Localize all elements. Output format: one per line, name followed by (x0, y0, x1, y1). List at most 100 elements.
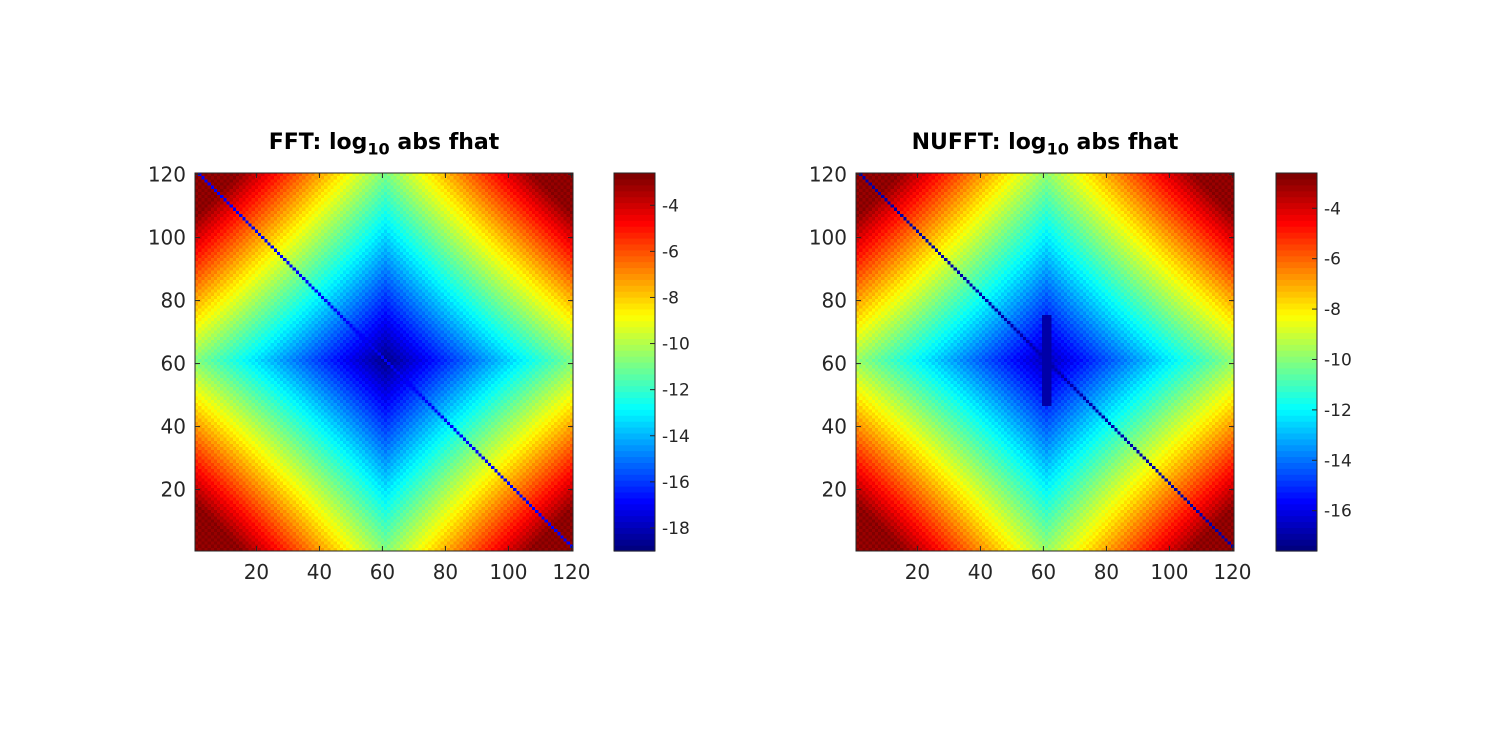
left-colorbar-segment (614, 391, 655, 399)
right-colorbar-segment (1276, 503, 1317, 511)
right-colorbar-segment (1276, 232, 1317, 239)
right-heatmap-image (856, 173, 1234, 551)
right-colorbar-segment (1276, 285, 1317, 292)
left-colorbar-segment (614, 468, 655, 475)
left-colorbar-segment (614, 237, 655, 245)
right-colorbar-segment (1276, 291, 1317, 298)
right-colorbar-segment (1276, 415, 1317, 422)
left-colorbar-segment (614, 539, 655, 546)
right-colorbar-tick-label: -12 (1324, 401, 1352, 421)
right-title-subscript: 10 (1046, 139, 1069, 159)
left-colorbar-segment (614, 338, 655, 345)
right-colorbar-segment (1276, 261, 1317, 269)
left-y-tick-label: 120 (148, 163, 186, 187)
right-colorbar-segment (1276, 391, 1317, 399)
left-colorbar-segment (614, 173, 655, 180)
left-colorbar-tick-label: -8 (662, 288, 679, 308)
right-colorbar-segment (1276, 444, 1317, 452)
left-y-tick-label: 20 (161, 478, 186, 502)
right-x-tick-label: 40 (968, 560, 993, 584)
left-colorbar-segment (614, 350, 655, 357)
left-colorbar-segment (614, 421, 655, 428)
left-colorbar-segment (614, 356, 655, 363)
right-colorbar-tick-label: -10 (1324, 350, 1352, 370)
left-x-tick-label: 100 (489, 560, 527, 584)
left-colorbar-segment (614, 450, 655, 458)
left-colorbar-segment (614, 521, 655, 528)
right-y-tick-label: 20 (822, 478, 847, 502)
right-colorbar-tick-label: -16 (1324, 502, 1352, 522)
left-colorbar-segment (614, 214, 655, 221)
left-colorbar-segment (614, 367, 655, 375)
left-colorbar-segment (614, 226, 655, 233)
left-colorbar-segment (614, 232, 655, 239)
left-colorbar-segment (614, 545, 655, 552)
right-colorbar-segment (1276, 527, 1317, 534)
right-colorbar-segment (1276, 362, 1317, 369)
left-colorbar-segment (614, 397, 655, 404)
right-axes-box (855, 172, 1235, 552)
left-colorbar-segment (614, 426, 655, 434)
right-x-tick-label: 80 (1094, 560, 1119, 584)
right-colorbar-segment (1276, 497, 1317, 505)
left-colorbar-segment (614, 261, 655, 269)
left-colorbar-tick-label: -18 (662, 519, 690, 539)
right-colorbar-segment (1276, 202, 1317, 210)
left-colorbar-segment (614, 438, 655, 446)
left-colorbar-tick-label: -12 (662, 381, 690, 401)
right-colorbar-segment (1276, 521, 1317, 528)
right-colorbar-segment (1276, 338, 1317, 345)
left-colorbar-segment (614, 220, 655, 227)
right-colorbar-segment (1276, 491, 1317, 499)
right-colorbar-segment (1276, 184, 1317, 192)
left-colorbar-segment (614, 480, 655, 487)
left-y-tick-label: 100 (148, 226, 186, 250)
left-colorbar-segment (614, 302, 655, 310)
right-y-tick-label: 100 (809, 226, 847, 250)
right-colorbar-segment (1276, 379, 1317, 387)
left-colorbar-segment (614, 279, 655, 286)
right-colorbar-segment (1276, 474, 1317, 481)
right-y-tick-label: 60 (822, 352, 847, 376)
left-colorbar-segment (614, 409, 655, 416)
left-colorbar-segment (614, 308, 655, 316)
left-colorbar-segment (614, 474, 655, 481)
left-colorbar-segment (614, 273, 655, 280)
right-colorbar-segment (1276, 344, 1317, 351)
left-panel-title: FFT: log10 abs fhat (195, 130, 573, 158)
left-colorbar-segment (614, 178, 655, 186)
left-colorbar-tick-label: -16 (662, 473, 690, 493)
right-colorbar-segment (1276, 255, 1317, 263)
left-title-prefix: FFT: log (268, 130, 368, 155)
right-colorbar-segment (1276, 468, 1317, 475)
right-colorbar-segment (1276, 243, 1317, 251)
left-y-tick-label: 40 (161, 415, 186, 439)
right-colorbar-segment (1276, 279, 1317, 286)
right-colorbar-segment (1276, 456, 1317, 464)
left-colorbar-segment (614, 379, 655, 387)
right-panel-title: NUFFT: log10 abs fhat (856, 130, 1234, 158)
left-x-tick-label: 20 (244, 560, 269, 584)
right-colorbar-segment (1276, 214, 1317, 221)
left-colorbar-segment (614, 208, 655, 215)
right-colorbar-segment (1276, 432, 1317, 440)
left-colorbar-segment (614, 249, 655, 257)
left-colorbar-segment (614, 255, 655, 263)
left-colorbar-tick-label: -4 (662, 196, 679, 216)
left-colorbar-segment (614, 503, 655, 511)
left-colorbar-tick-label: -10 (662, 335, 690, 355)
right-colorbar-segment (1276, 190, 1317, 198)
right-x-tick-label: 120 (1213, 560, 1251, 584)
right-colorbar-tick-label: -14 (1324, 451, 1352, 471)
right-colorbar-tick-label: -4 (1324, 199, 1341, 219)
right-colorbar-segment (1276, 273, 1317, 280)
right-colorbar-segment (1276, 320, 1317, 328)
left-colorbar-tick-label: -14 (662, 427, 690, 447)
right-x-tick-label: 60 (1031, 560, 1056, 584)
right-title-prefix: NUFFT: log (911, 130, 1047, 155)
right-colorbar-segment (1276, 297, 1317, 304)
left-colorbar-segment (614, 385, 655, 393)
right-colorbar-segment (1276, 314, 1317, 322)
right-colorbar-segment (1276, 480, 1317, 487)
